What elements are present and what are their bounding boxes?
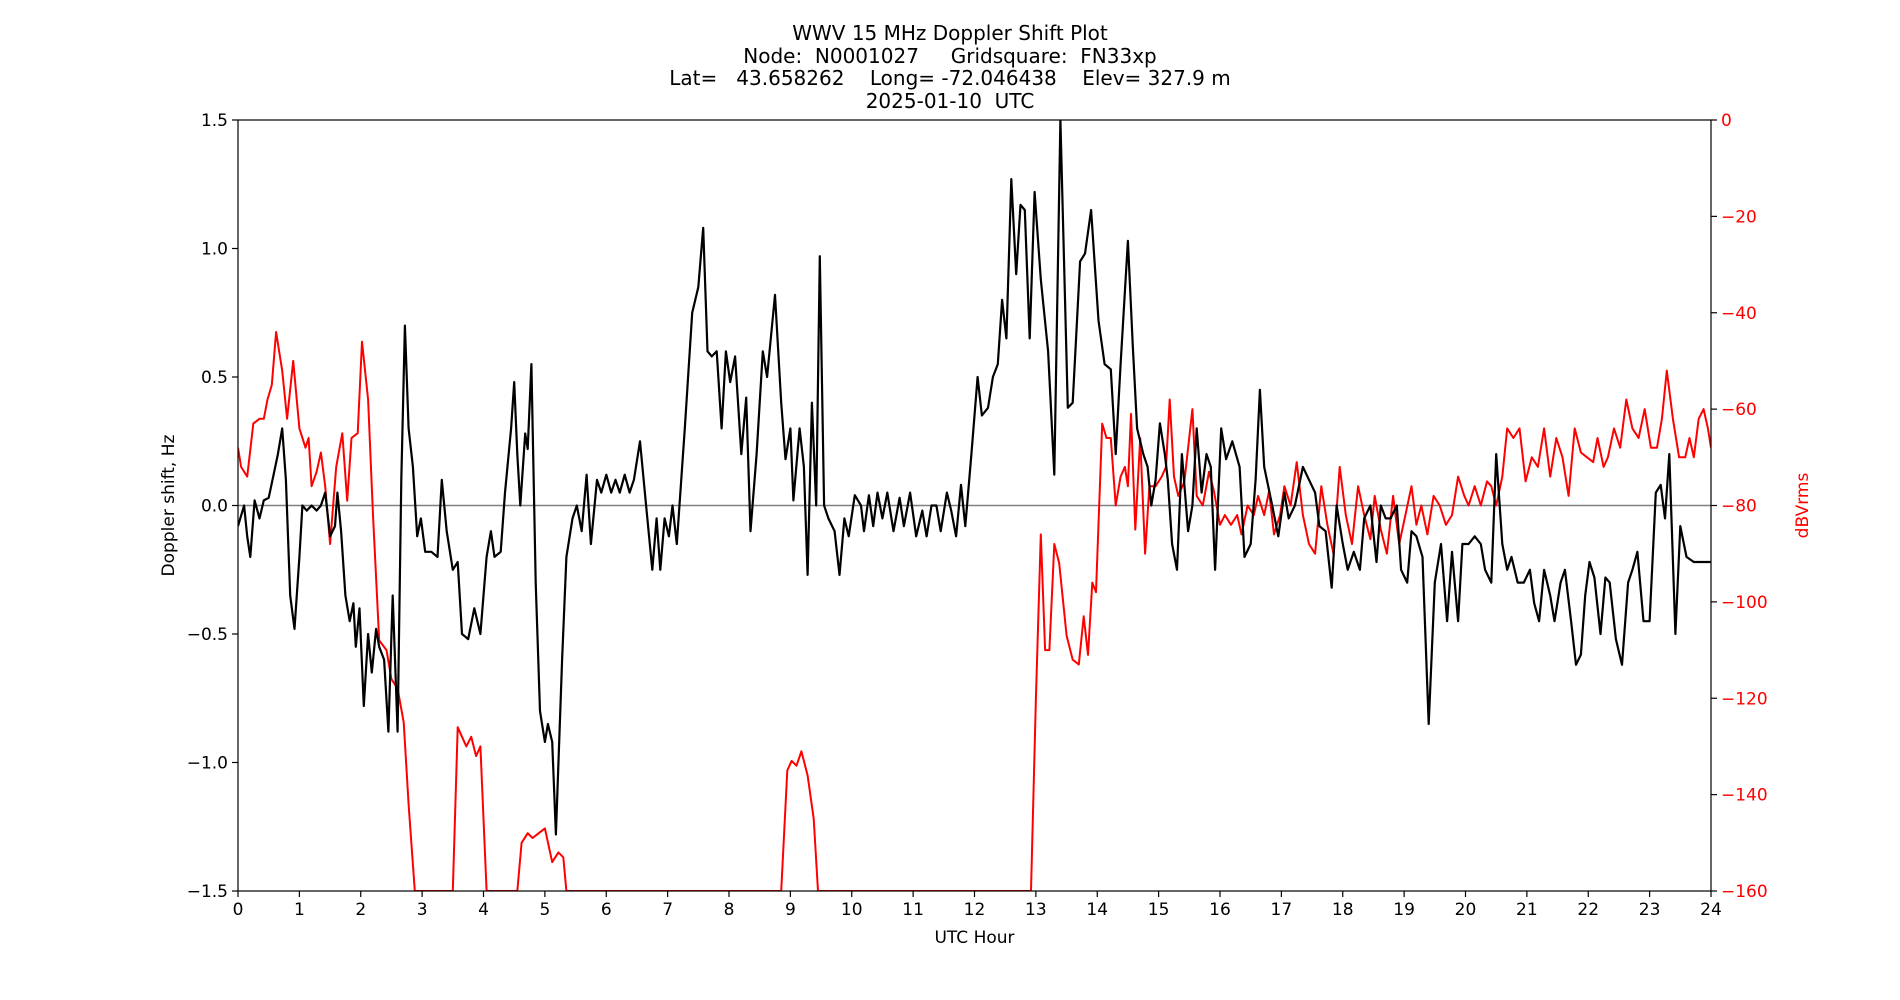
x-tick-label: 15 (1148, 900, 1170, 920)
x-tick-label: 3 (417, 900, 428, 920)
left-y-tick-label: 1.0 (201, 240, 228, 260)
x-tick-label: 17 (1271, 900, 1293, 920)
x-axis-label: UTC Hour (934, 928, 1014, 948)
x-tick-label: 14 (1086, 900, 1108, 920)
x-tick-label: 0 (233, 900, 244, 920)
chart-title-block: WWV 15 MHz Doppler Shift Plot Node: N000… (0, 22, 1900, 112)
chart-title: WWV 15 MHz Doppler Shift Plot (792, 21, 1108, 45)
left-y-tick-label: 0.5 (201, 368, 228, 388)
chart-subtitle-location: Lat= 43.658262 Long= -72.046438 Elev= 32… (669, 66, 1231, 90)
x-tick-label: 6 (601, 900, 612, 920)
right-y-tick-label: −140 (1721, 786, 1768, 806)
right-y-tick-label: −120 (1721, 689, 1768, 709)
x-axis-ticks: 0 1 2 3 4 5 6 7 8 9 10 11 12 13 14 15 16 17 18 19 20 21 22 23 24 (233, 891, 1722, 920)
right-y-tick-label: −100 (1721, 593, 1768, 613)
right-y-axis-ticks: 0 −20 −40 −60 −80 −100 −120 −140 −160 (1711, 111, 1768, 902)
x-tick-label: 2 (355, 900, 366, 920)
x-tick-label: 4 (478, 900, 489, 920)
x-tick-label: 13 (1025, 900, 1047, 920)
x-tick-label: 21 (1516, 900, 1538, 920)
x-tick-label: 9 (785, 900, 796, 920)
x-tick-label: 8 (724, 900, 735, 920)
left-y-tick-label: −0.5 (187, 625, 228, 645)
x-tick-label: 24 (1700, 900, 1722, 920)
x-tick-label: 19 (1393, 900, 1415, 920)
chart-subtitle-node: Node: N0001027 Gridsquare: FN33xp (743, 43, 1157, 68)
left-y-tick-label: 1.5 (201, 111, 228, 131)
x-tick-label: 18 (1332, 900, 1354, 920)
left-y-tick-label: 0.0 (201, 497, 228, 517)
x-tick-label: 16 (1209, 900, 1231, 920)
x-tick-label: 7 (662, 900, 673, 920)
x-tick-label: 23 (1639, 900, 1661, 920)
right-y-tick-label: −40 (1721, 304, 1757, 324)
x-tick-label: 1 (294, 900, 305, 920)
right-y-tick-label: −80 (1721, 497, 1757, 517)
right-y-axis-label: dBVrms (1793, 473, 1813, 539)
x-tick-label: 22 (1577, 900, 1599, 920)
chart-subtitle-date: 2025-01-10 UTC (865, 88, 1035, 113)
x-tick-label: 20 (1455, 900, 1477, 920)
x-tick-label: 10 (841, 900, 863, 920)
left-y-axis-label: Doppler shift, Hz (159, 434, 179, 576)
right-y-tick-label: −60 (1721, 400, 1757, 420)
x-tick-label: 11 (902, 900, 924, 920)
left-y-tick-label: −1.5 (187, 882, 228, 902)
right-y-tick-label: −160 (1721, 882, 1768, 902)
right-y-tick-label: −20 (1721, 207, 1757, 227)
x-tick-label: 12 (964, 900, 986, 920)
x-tick-label: 5 (539, 900, 550, 920)
left-y-axis-ticks: 1.5 1.0 0.5 0.0 −0.5 −1.0 −1.5 (187, 111, 238, 902)
right-y-tick-label: 0 (1721, 111, 1732, 131)
doppler-shift-line (238, 120, 1711, 836)
left-y-tick-label: −1.0 (187, 754, 228, 774)
